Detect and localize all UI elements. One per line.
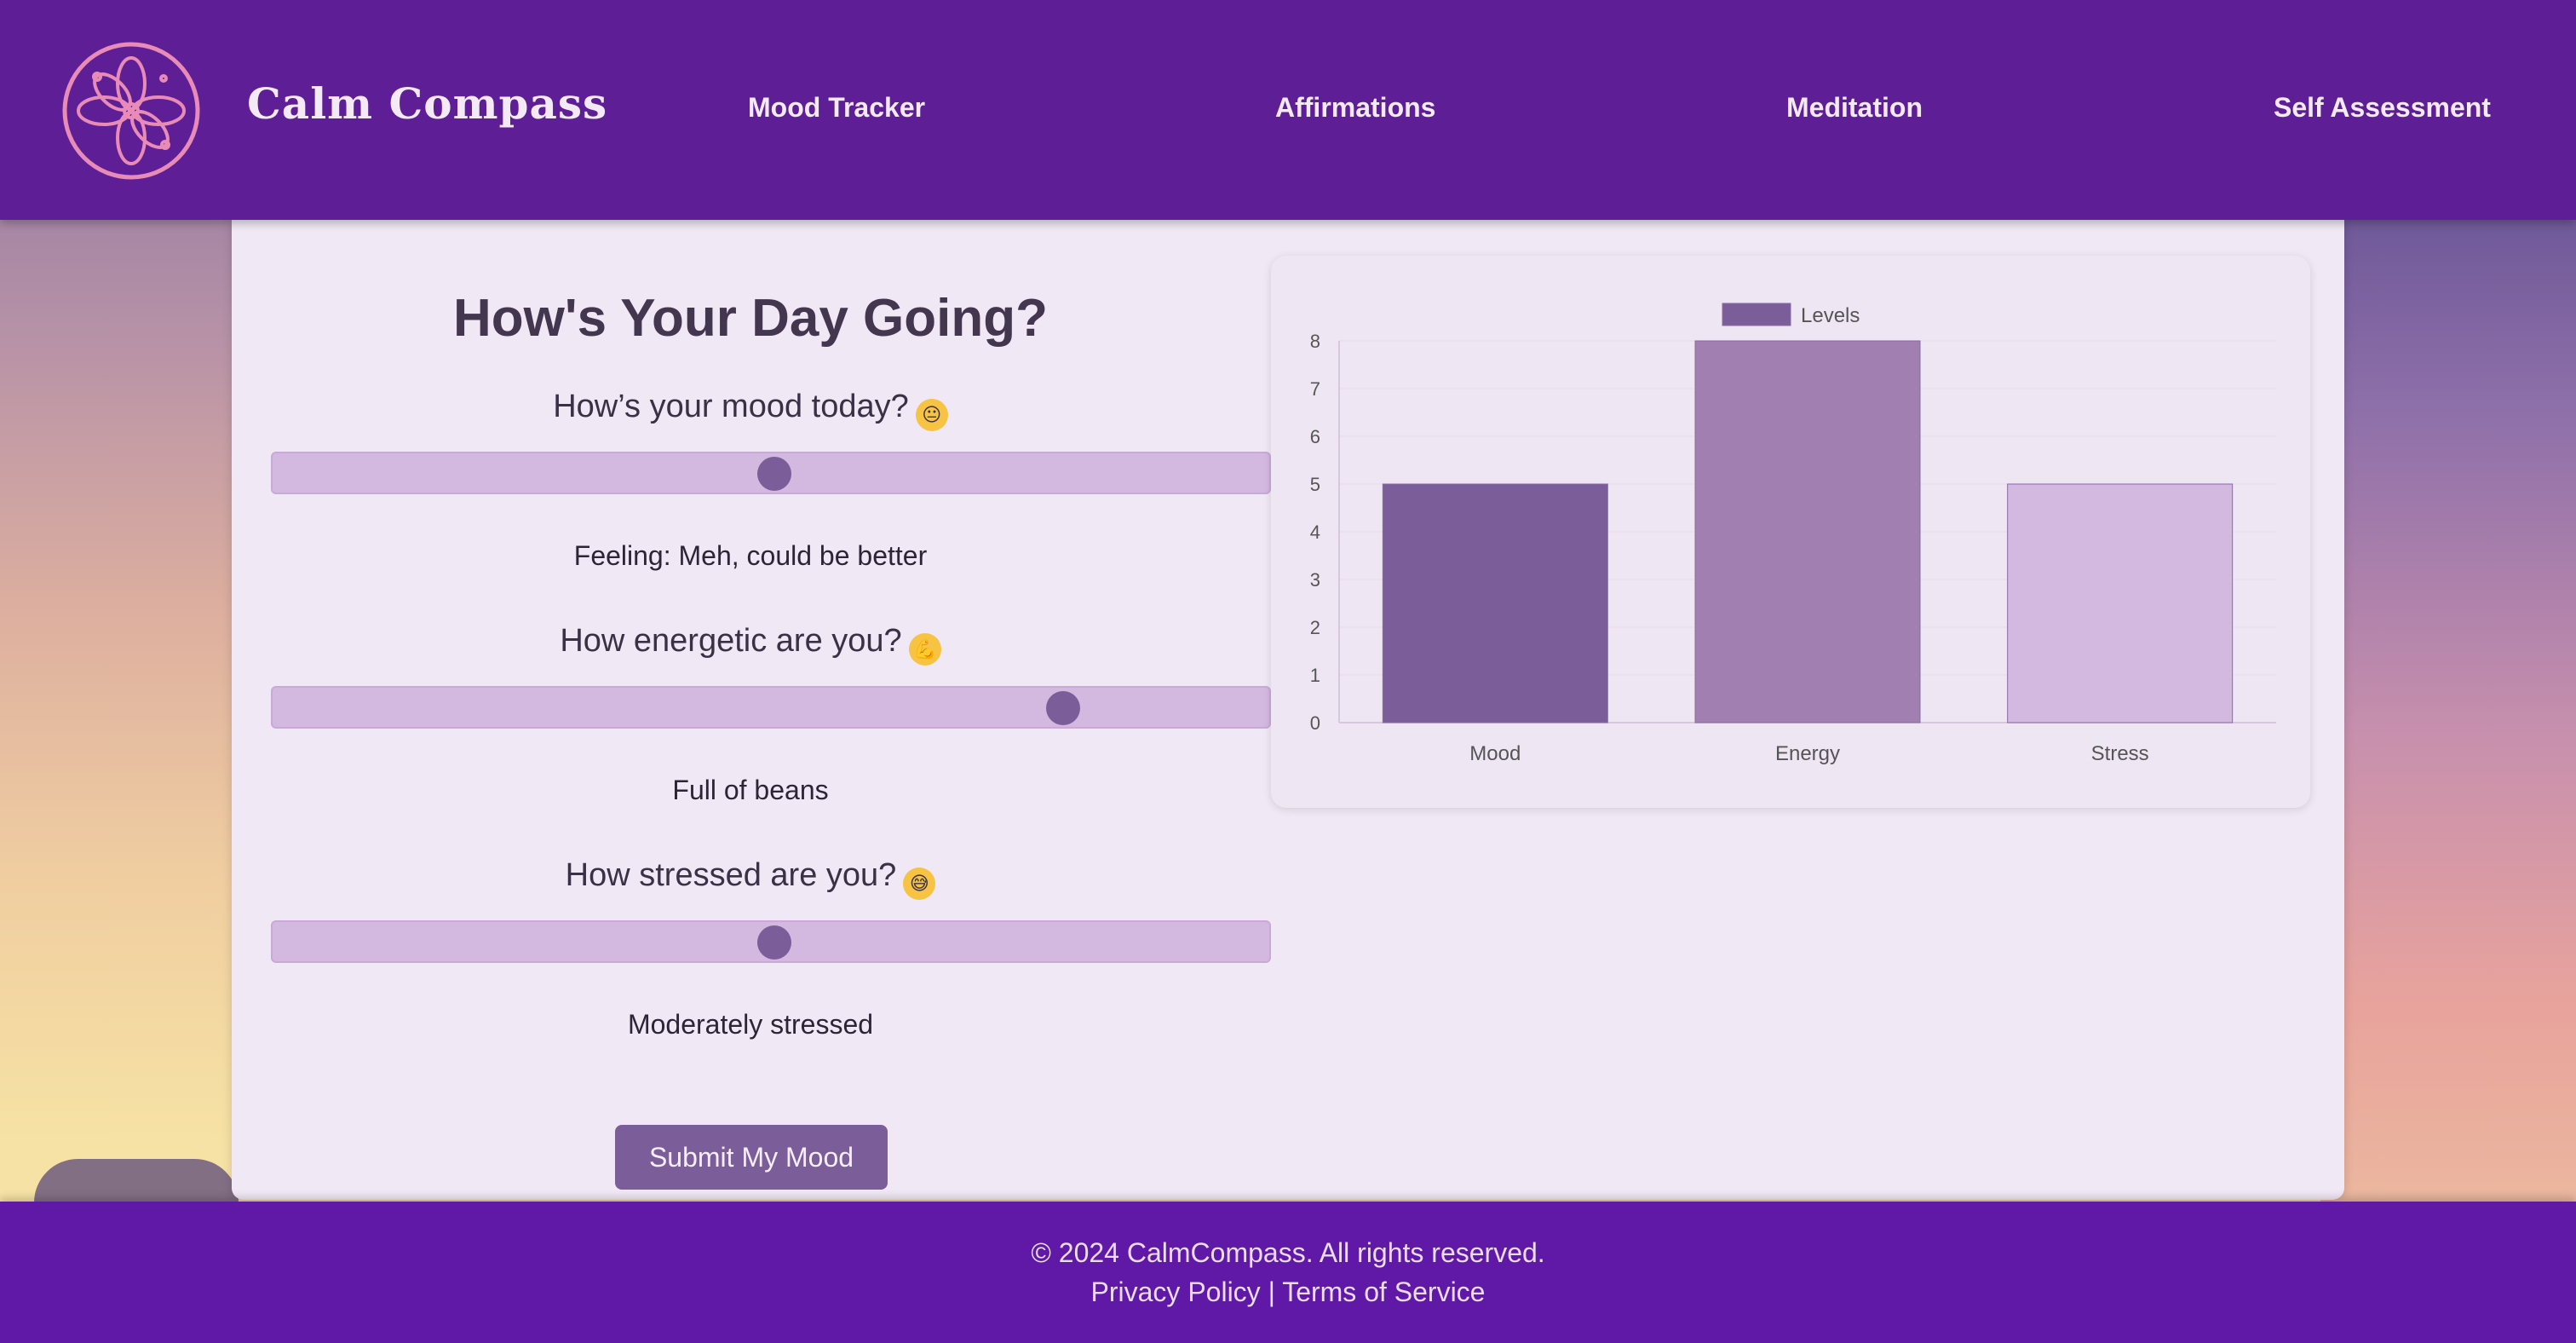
y-tick-label: 8	[1310, 331, 1320, 352]
stress-status: Moderately stressed	[627, 1009, 874, 1040]
background-sky-left	[0, 0, 239, 1343]
grinning-sweat-emoji-icon: 😅	[903, 867, 936, 900]
y-tick-label: 6	[1310, 426, 1320, 447]
privacy-policy-link[interactable]: Privacy Policy	[1090, 1277, 1261, 1307]
levels-chart-panel: 0 1 2 3 4 5 6 7 8 Mood Energy Stress Levels	[1271, 256, 2310, 808]
bar-energy	[1694, 340, 1921, 723]
site-footer: © 2024 CalmCompass. All rights reserved.…	[0, 1202, 2576, 1343]
terms-of-service-link[interactable]: Terms of Service	[1282, 1277, 1486, 1307]
stress-slider[interactable]	[271, 920, 1271, 963]
y-tick-label: 0	[1310, 712, 1320, 734]
y-tick-label: 3	[1310, 569, 1320, 591]
x-tick-label: Stress	[2091, 742, 2149, 765]
energy-status: Full of beans	[672, 775, 829, 805]
brand-name[interactable]: Calm Compass	[247, 78, 608, 129]
flower-logo-icon[interactable]	[61, 41, 201, 181]
x-tick-label: Mood	[1469, 742, 1521, 765]
y-tick-label: 2	[1310, 617, 1320, 638]
submit-mood-button[interactable]: Submit My Mood	[615, 1125, 888, 1190]
page-title: How's Your Day Going?	[453, 289, 1048, 348]
nav-mood-tracker[interactable]: Mood Tracker	[748, 92, 926, 123]
legend-swatch	[1722, 303, 1791, 326]
energy-slider[interactable]	[271, 686, 1271, 729]
flexed-biceps-emoji-icon: 💪	[908, 633, 941, 666]
energy-slider-thumb[interactable]	[1046, 691, 1080, 725]
footer-separator: |	[1268, 1277, 1275, 1307]
nav-affirmations[interactable]: Affirmations	[1275, 92, 1436, 123]
nav-meditation[interactable]: Meditation	[1786, 92, 1923, 123]
bar-mood	[1382, 483, 1608, 723]
y-tick-label: 7	[1310, 378, 1320, 400]
mood-question: How’s your mood today? 😐	[271, 389, 1230, 431]
y-tick-label: 4	[1310, 522, 1320, 543]
x-tick-label: Energy	[1775, 742, 1840, 765]
mood-slider[interactable]	[271, 452, 1271, 494]
bar-stress	[2007, 483, 2234, 723]
stress-question-label: How stressed are you?	[565, 857, 897, 893]
copyright-text: © 2024 CalmCompass. All rights reserved.	[1031, 1237, 1545, 1268]
neutral-face-emoji-icon: 😐	[915, 399, 948, 431]
energy-question-label: How energetic are you?	[560, 623, 902, 659]
footer-links: Privacy Policy | Terms of Service	[0, 1277, 2576, 1308]
levels-bar-chart: 0 1 2 3 4 5 6 7 8 Mood Energy Stress Levels	[1310, 303, 2276, 765]
stress-slider-thumb[interactable]	[757, 925, 791, 960]
y-tick-label: 5	[1310, 474, 1320, 495]
y-tick-label: 1	[1310, 665, 1320, 686]
nav-self-assessment[interactable]: Self Assessment	[2274, 92, 2491, 123]
mood-slider-thumb[interactable]	[757, 457, 791, 491]
site-header: Calm Compass Mood Tracker Affirmations M…	[0, 0, 2576, 220]
background-sky-right	[2320, 0, 2576, 1343]
stress-question: How stressed are you? 😅	[271, 857, 1230, 900]
energy-question: How energetic are you? 💪	[271, 623, 1230, 666]
mood-status: Feeling: Meh, could be better	[573, 540, 928, 571]
mood-question-label: How’s your mood today?	[553, 389, 909, 424]
legend-label: Levels	[1801, 304, 1860, 327]
